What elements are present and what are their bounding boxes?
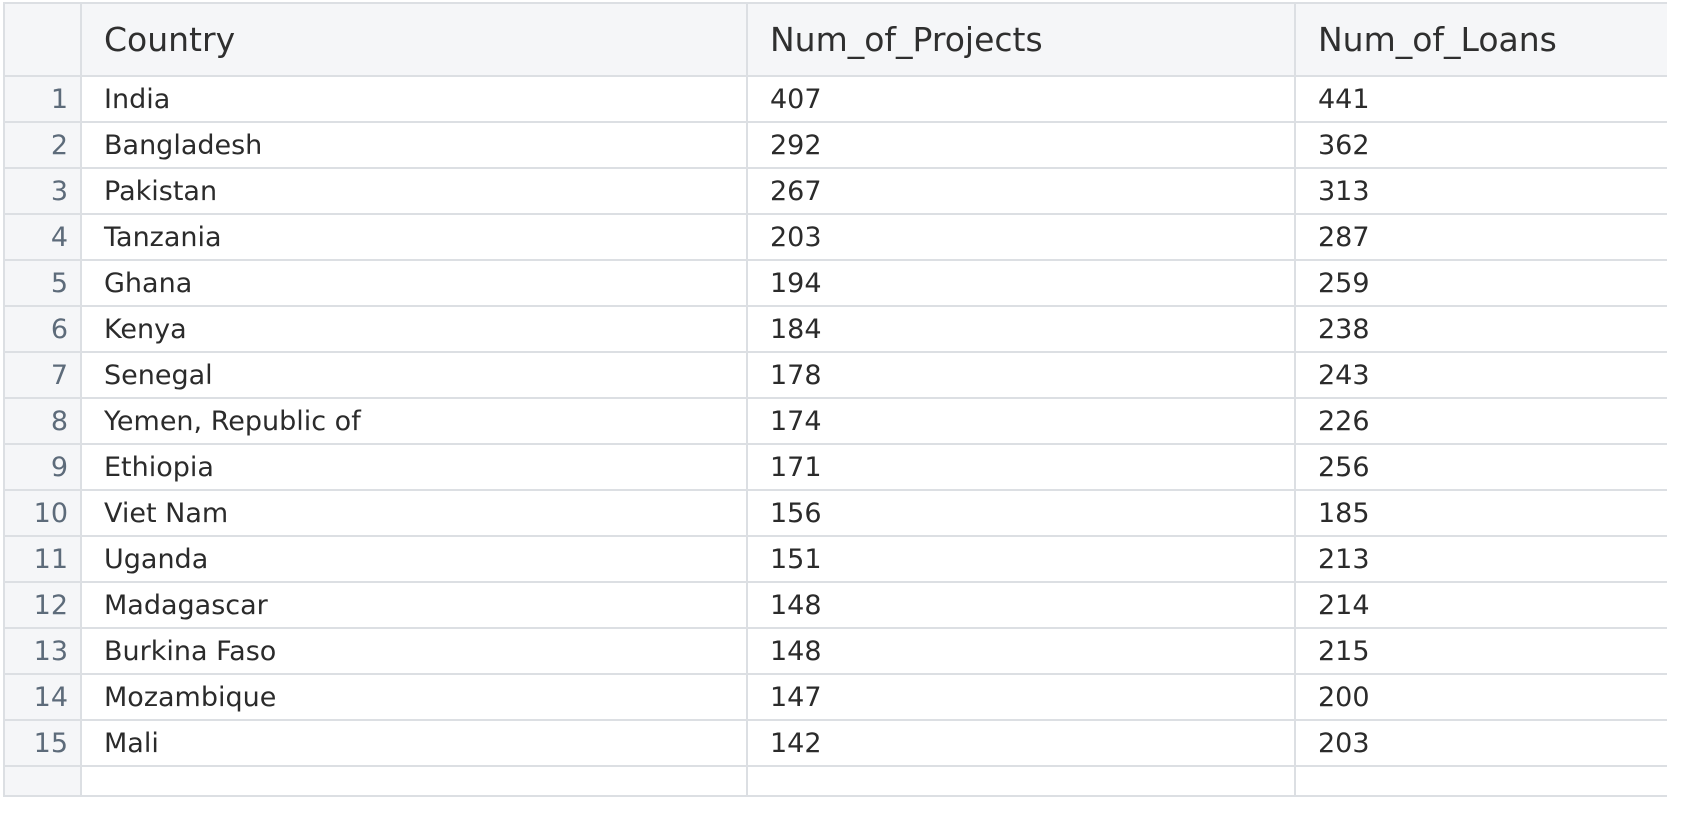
table-row[interactable]: 7 Senegal 178 243 (3, 351, 1667, 399)
cell-num-of-loans[interactable]: 259 (1294, 259, 1667, 307)
table-row[interactable]: 5 Ghana 194 259 (3, 259, 1667, 307)
empty-cell (80, 765, 748, 797)
cell-country[interactable]: Uganda (80, 535, 748, 583)
cell-num-of-projects[interactable]: 151 (746, 535, 1296, 583)
cell-country[interactable]: Yemen, Republic of (80, 397, 748, 445)
cell-num-of-projects[interactable]: 171 (746, 443, 1296, 491)
cell-num-of-loans[interactable]: 313 (1294, 167, 1667, 215)
row-index: 4 (3, 213, 82, 261)
header-row: Country Num_of_Projects Num_of_Loans (3, 2, 1667, 77)
cell-num-of-projects[interactable]: 184 (746, 305, 1296, 353)
table-row[interactable]: 10 Viet Nam 156 185 (3, 489, 1667, 537)
cell-num-of-projects[interactable]: 148 (746, 581, 1296, 629)
row-index: 13 (3, 627, 82, 675)
cell-num-of-projects[interactable]: 267 (746, 167, 1296, 215)
table-row[interactable]: 11 Uganda 151 213 (3, 535, 1667, 583)
cell-country[interactable]: Bangladesh (80, 121, 748, 169)
table-row[interactable]: 4 Tanzania 203 287 (3, 213, 1667, 261)
cell-country[interactable]: Mozambique (80, 673, 748, 721)
row-index-header (3, 2, 82, 77)
row-index: 8 (3, 397, 82, 445)
table-row[interactable]: 13 Burkina Faso 148 215 (3, 627, 1667, 675)
table-row-partial (3, 765, 1667, 797)
table-body: 1 India 407 441 2 Bangladesh 292 362 3 Pakistan 26… (3, 75, 1667, 797)
cell-country[interactable]: Senegal (80, 351, 748, 399)
table-row[interactable]: 8 Yemen, Republic of 174 226 (3, 397, 1667, 445)
row-index: 7 (3, 351, 82, 399)
empty-cell (746, 765, 1296, 797)
cell-num-of-projects[interactable]: 178 (746, 351, 1296, 399)
cell-country[interactable]: Tanzania (80, 213, 748, 261)
cell-country[interactable]: India (80, 75, 748, 123)
column-header-country[interactable]: Country (80, 2, 748, 77)
row-index: 5 (3, 259, 82, 307)
cell-country[interactable]: Ghana (80, 259, 748, 307)
cell-num-of-projects[interactable]: 147 (746, 673, 1296, 721)
row-index: 14 (3, 673, 82, 721)
cell-country[interactable]: Mali (80, 719, 748, 767)
cell-num-of-loans[interactable]: 256 (1294, 443, 1667, 491)
cell-num-of-projects[interactable]: 407 (746, 75, 1296, 123)
cell-num-of-loans[interactable]: 238 (1294, 305, 1667, 353)
cell-country[interactable]: Madagascar (80, 581, 748, 629)
cell-num-of-projects[interactable]: 174 (746, 397, 1296, 445)
cell-num-of-loans[interactable]: 215 (1294, 627, 1667, 675)
cell-num-of-loans[interactable]: 287 (1294, 213, 1667, 261)
cell-num-of-projects[interactable]: 148 (746, 627, 1296, 675)
results-table: Country Num_of_Projects Num_of_Loans 1 In… (3, 2, 1667, 797)
cell-num-of-loans[interactable]: 213 (1294, 535, 1667, 583)
cell-num-of-projects[interactable]: 292 (746, 121, 1296, 169)
cell-num-of-loans[interactable]: 200 (1294, 673, 1667, 721)
cell-country[interactable]: Kenya (80, 305, 748, 353)
row-index: 1 (3, 75, 82, 123)
row-index: 2 (3, 121, 82, 169)
table-row[interactable]: 3 Pakistan 267 313 (3, 167, 1667, 215)
row-index: 6 (3, 305, 82, 353)
row-index: 15 (3, 719, 82, 767)
table-row[interactable]: 14 Mozambique 147 200 (3, 673, 1667, 721)
empty-cell (3, 765, 82, 797)
row-index: 11 (3, 535, 82, 583)
cell-num-of-loans[interactable]: 226 (1294, 397, 1667, 445)
empty-cell (1294, 765, 1667, 797)
cell-num-of-loans[interactable]: 243 (1294, 351, 1667, 399)
table-row[interactable]: 2 Bangladesh 292 362 (3, 121, 1667, 169)
cell-num-of-projects[interactable]: 142 (746, 719, 1296, 767)
row-index: 3 (3, 167, 82, 215)
cell-country[interactable]: Ethiopia (80, 443, 748, 491)
cell-country[interactable]: Burkina Faso (80, 627, 748, 675)
cell-num-of-loans[interactable]: 185 (1294, 489, 1667, 537)
results-grid: Country Num_of_Projects Num_of_Loans 1 In… (3, 2, 1667, 835)
table-row[interactable]: 15 Mali 142 203 (3, 719, 1667, 767)
row-index: 10 (3, 489, 82, 537)
cell-num-of-loans[interactable]: 441 (1294, 75, 1667, 123)
cell-country[interactable]: Pakistan (80, 167, 748, 215)
row-index: 9 (3, 443, 82, 491)
cell-num-of-loans[interactable]: 214 (1294, 581, 1667, 629)
column-header-num-of-projects[interactable]: Num_of_Projects (746, 2, 1296, 77)
table-row[interactable]: 1 India 407 441 (3, 75, 1667, 123)
cell-num-of-projects[interactable]: 156 (746, 489, 1296, 537)
cell-num-of-projects[interactable]: 194 (746, 259, 1296, 307)
table-row[interactable]: 6 Kenya 184 238 (3, 305, 1667, 353)
row-index: 12 (3, 581, 82, 629)
column-header-num-of-loans[interactable]: Num_of_Loans (1294, 2, 1667, 77)
table-row[interactable]: 9 Ethiopia 171 256 (3, 443, 1667, 491)
cell-num-of-loans[interactable]: 203 (1294, 719, 1667, 767)
cell-country[interactable]: Viet Nam (80, 489, 748, 537)
table-row[interactable]: 12 Madagascar 148 214 (3, 581, 1667, 629)
cell-num-of-projects[interactable]: 203 (746, 213, 1296, 261)
cell-num-of-loans[interactable]: 362 (1294, 121, 1667, 169)
